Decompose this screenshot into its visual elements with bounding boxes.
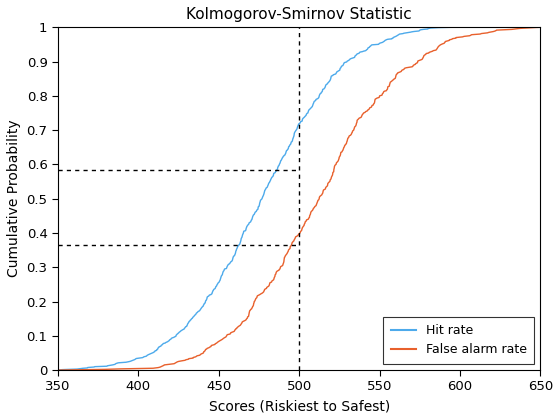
X-axis label: Scores (Riskiest to Safest): Scores (Riskiest to Safest) <box>208 399 390 413</box>
Y-axis label: Cumulative Probability: Cumulative Probability <box>7 120 21 278</box>
Legend: Hit rate, False alarm rate: Hit rate, False alarm rate <box>383 317 534 364</box>
Title: Kolmogorov-Smirnov Statistic: Kolmogorov-Smirnov Statistic <box>186 7 412 22</box>
